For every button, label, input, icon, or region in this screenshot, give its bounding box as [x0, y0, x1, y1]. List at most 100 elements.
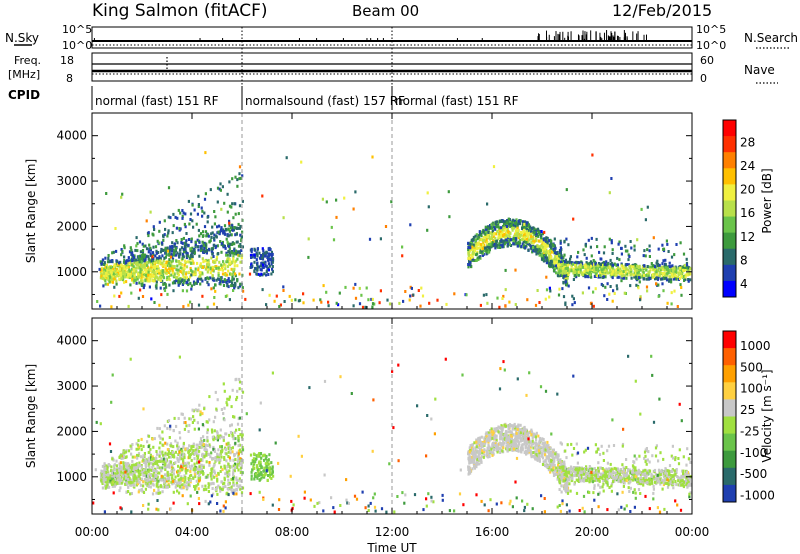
- velocity-cell: [211, 435, 214, 439]
- power-cell: [504, 236, 507, 240]
- velocity-cell: [187, 461, 190, 465]
- velocity-cell: [196, 458, 199, 462]
- velocity-cell: [150, 461, 153, 465]
- power-cell: [587, 265, 590, 269]
- power-cell: [475, 233, 478, 237]
- power-cell: [428, 301, 431, 305]
- power-cell: [610, 177, 613, 180]
- power-cell: [161, 249, 164, 252]
- power-cell: [206, 280, 209, 284]
- power-cell: [532, 226, 535, 230]
- power-cell: [137, 266, 140, 270]
- velocity-cell: [215, 407, 218, 411]
- colorbar-swatch: [723, 216, 736, 234]
- velocity-cell: [250, 470, 253, 474]
- power-cell: [652, 267, 655, 271]
- power-cell: [479, 244, 482, 248]
- velocity-cell: [196, 455, 199, 459]
- velocity-cell: [227, 487, 230, 491]
- power-cell: [655, 282, 658, 286]
- power-cell: [478, 235, 481, 239]
- power-cell: [469, 246, 472, 250]
- power-cell: [545, 261, 548, 265]
- power-cell: [99, 260, 102, 264]
- power-cell: [671, 266, 674, 270]
- power-cell: [115, 264, 118, 268]
- power-cell: [194, 243, 197, 247]
- power-cell: [237, 222, 240, 226]
- power-cell: [568, 270, 571, 274]
- velocity-cell: [144, 462, 147, 466]
- power-cell: [223, 230, 226, 233]
- velocity-cell: [105, 473, 108, 477]
- velocity-cell: [152, 445, 155, 449]
- velocity-cell: [173, 416, 176, 420]
- power-cell: [106, 282, 109, 286]
- power-cell: [157, 267, 160, 271]
- power-cell: [572, 267, 575, 271]
- power-cell: [214, 289, 217, 293]
- nave-tick-low: 0: [700, 72, 707, 85]
- power-cell: [154, 275, 157, 279]
- power-cell: [228, 221, 231, 225]
- top-panels: N.Sky 10^5 10^0 10^5 10^0 N.Search Freq.…: [5, 23, 798, 110]
- power-cell: [104, 266, 107, 269]
- power-cell: [518, 241, 521, 245]
- power-cell: [504, 268, 507, 272]
- velocity-cell: [167, 478, 170, 482]
- velocity-cell: [164, 468, 167, 471]
- power-cell: [137, 257, 140, 261]
- power-cell: [141, 242, 144, 246]
- velocity-cell: [169, 455, 172, 459]
- velocity-cell: [238, 443, 241, 447]
- power-cell: [256, 254, 259, 258]
- power-cell: [174, 281, 177, 285]
- power-cell: [553, 267, 556, 271]
- power-cell: [546, 256, 549, 260]
- power-cell: [219, 276, 222, 280]
- velocity-cell: [223, 456, 226, 459]
- velocity-cell: [233, 483, 236, 487]
- power-cell: [543, 246, 546, 250]
- power-cell: [179, 211, 182, 215]
- power-cell: [236, 184, 239, 188]
- power-cell: [158, 241, 161, 245]
- power-cell: [485, 293, 488, 297]
- velocity-cell: [196, 467, 199, 471]
- power-cell: [131, 258, 134, 262]
- power-cell: [561, 259, 564, 262]
- power-cell: [567, 273, 570, 277]
- velocity-cell: [138, 469, 142, 473]
- power-cell: [584, 275, 587, 279]
- power-cell: [471, 245, 474, 249]
- velocity-cell: [221, 487, 224, 491]
- power-cell: [170, 266, 173, 270]
- velocity-cell: [127, 490, 130, 493]
- power-cell: [142, 286, 145, 290]
- power-cell: [469, 244, 472, 248]
- power-cell: [667, 250, 670, 253]
- power-cell: [448, 215, 451, 219]
- power-cell: [205, 242, 208, 246]
- velocity-cell: [166, 448, 169, 452]
- power-cell: [686, 267, 689, 271]
- power-cell: [488, 248, 491, 252]
- power-cell: [178, 262, 181, 266]
- power-cell: [538, 253, 541, 257]
- power-cell: [682, 268, 685, 272]
- velocity-cell: [136, 475, 140, 479]
- power-cell: [644, 254, 647, 258]
- power-cell: [118, 294, 121, 298]
- power-cell: [131, 277, 134, 281]
- velocity-cell: [107, 463, 110, 466]
- velocity-cell: [197, 470, 200, 474]
- velocity-cell: [223, 406, 226, 410]
- velocity-cell: [156, 461, 159, 465]
- velocity-cell: [137, 443, 140, 447]
- power-cell: [668, 261, 671, 265]
- power-cell: [257, 265, 260, 269]
- velocity-cell: [265, 454, 268, 458]
- velocity-cell: [167, 482, 170, 486]
- power-cell: [265, 270, 268, 273]
